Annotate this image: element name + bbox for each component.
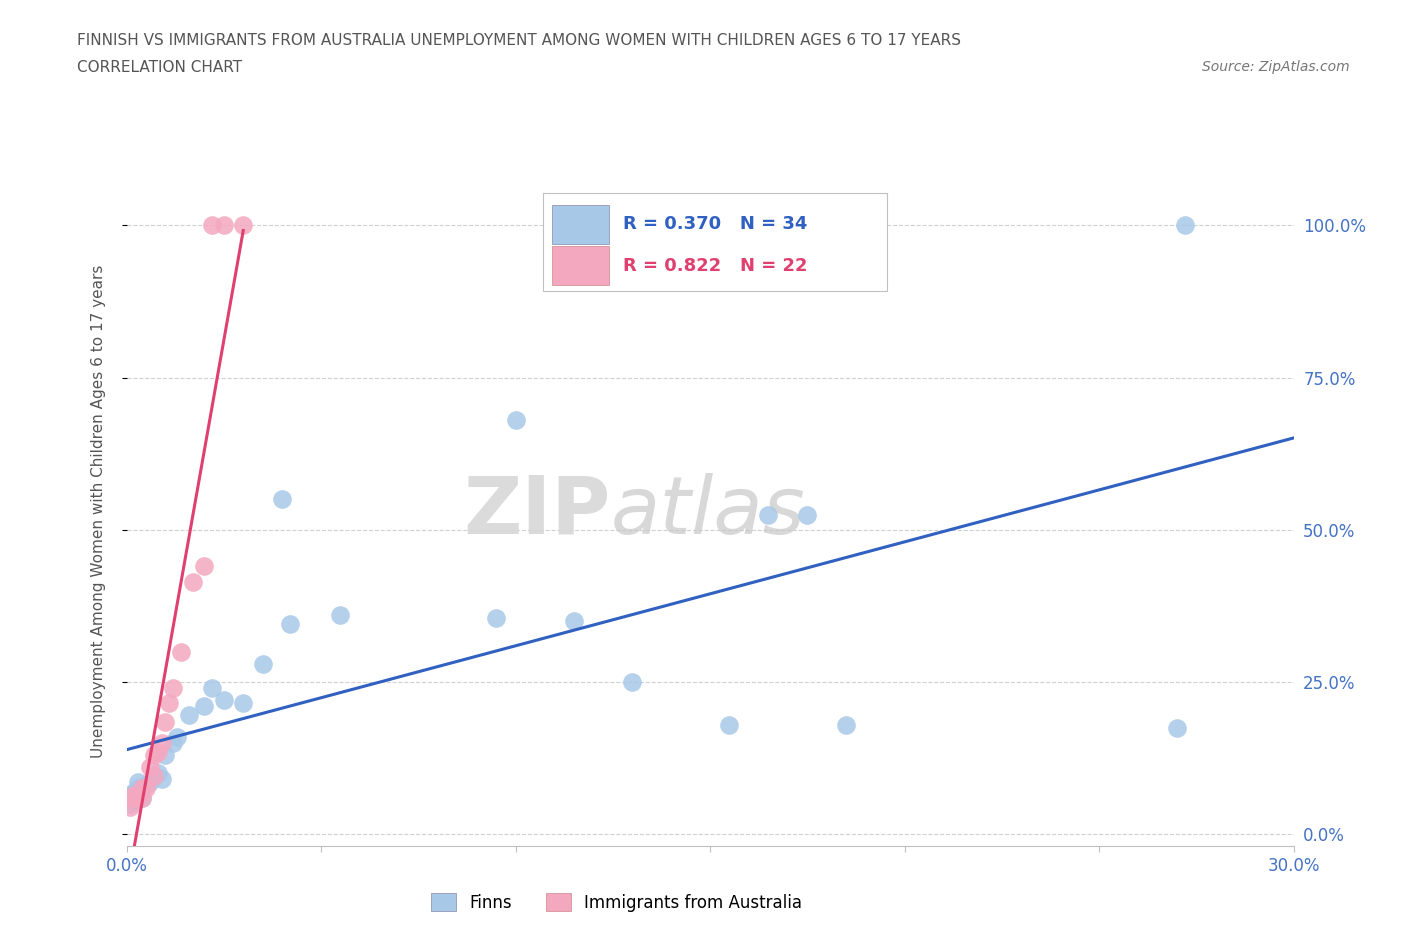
Point: [562, 614, 585, 629]
Point: [150, 736, 173, 751]
Point: [146, 765, 169, 780]
Point: [278, 617, 301, 631]
Point: [120, 796, 142, 811]
Text: FINNISH VS IMMIGRANTS FROM AUSTRALIA UNEMPLOYMENT AMONG WOMEN WITH CHILDREN AGES: FINNISH VS IMMIGRANTS FROM AUSTRALIA UNE…: [77, 33, 962, 47]
Point: [120, 790, 142, 805]
Point: [124, 784, 146, 799]
Point: [271, 492, 294, 507]
Point: [329, 607, 352, 622]
Point: [120, 799, 142, 814]
Point: [177, 708, 200, 723]
Point: [127, 781, 149, 796]
Point: [150, 772, 173, 787]
Point: [252, 657, 274, 671]
Point: [232, 218, 254, 232]
FancyBboxPatch shape: [553, 205, 609, 244]
Point: [135, 778, 157, 793]
Point: [139, 760, 162, 775]
Point: [127, 787, 149, 802]
Point: [193, 559, 215, 574]
Point: [193, 698, 215, 713]
Point: [1174, 218, 1197, 232]
Point: [155, 748, 177, 763]
Text: R = 0.822   N = 22: R = 0.822 N = 22: [623, 257, 807, 274]
Point: [201, 681, 224, 696]
Point: [162, 736, 184, 751]
Point: [139, 775, 162, 790]
Text: Source: ZipAtlas.com: Source: ZipAtlas.com: [1202, 60, 1350, 74]
Point: [127, 775, 149, 790]
Point: [142, 748, 165, 763]
Point: [124, 787, 146, 802]
Point: [621, 674, 644, 689]
Point: [142, 769, 165, 784]
Point: [131, 790, 153, 805]
Point: [155, 714, 177, 729]
FancyBboxPatch shape: [543, 193, 887, 290]
Point: [162, 681, 184, 696]
Text: atlas: atlas: [610, 472, 806, 551]
Text: CORRELATION CHART: CORRELATION CHART: [77, 60, 242, 75]
Point: [1166, 720, 1188, 735]
Point: [142, 769, 165, 784]
Point: [170, 644, 193, 659]
Point: [124, 790, 146, 805]
Point: [120, 787, 142, 802]
Point: [835, 717, 858, 732]
Point: [485, 611, 508, 626]
Legend: Finns, Immigrants from Australia: Finns, Immigrants from Australia: [425, 887, 808, 918]
Point: [756, 507, 779, 522]
Point: [135, 781, 157, 796]
Point: [131, 781, 153, 796]
FancyBboxPatch shape: [553, 246, 609, 286]
Point: [212, 693, 235, 708]
Y-axis label: Unemployment Among Women with Children Ages 6 to 17 years: Unemployment Among Women with Children A…: [91, 265, 105, 758]
Point: [146, 745, 169, 760]
Point: [131, 790, 153, 805]
Point: [157, 696, 180, 711]
Point: [181, 574, 204, 589]
Text: ZIP: ZIP: [464, 472, 610, 551]
Point: [166, 729, 188, 744]
Point: [201, 218, 224, 232]
Point: [796, 507, 818, 522]
Text: R = 0.370   N = 34: R = 0.370 N = 34: [623, 215, 807, 233]
Point: [212, 218, 235, 232]
Point: [505, 413, 527, 428]
Point: [718, 717, 741, 732]
Point: [124, 793, 146, 808]
Point: [232, 696, 254, 711]
